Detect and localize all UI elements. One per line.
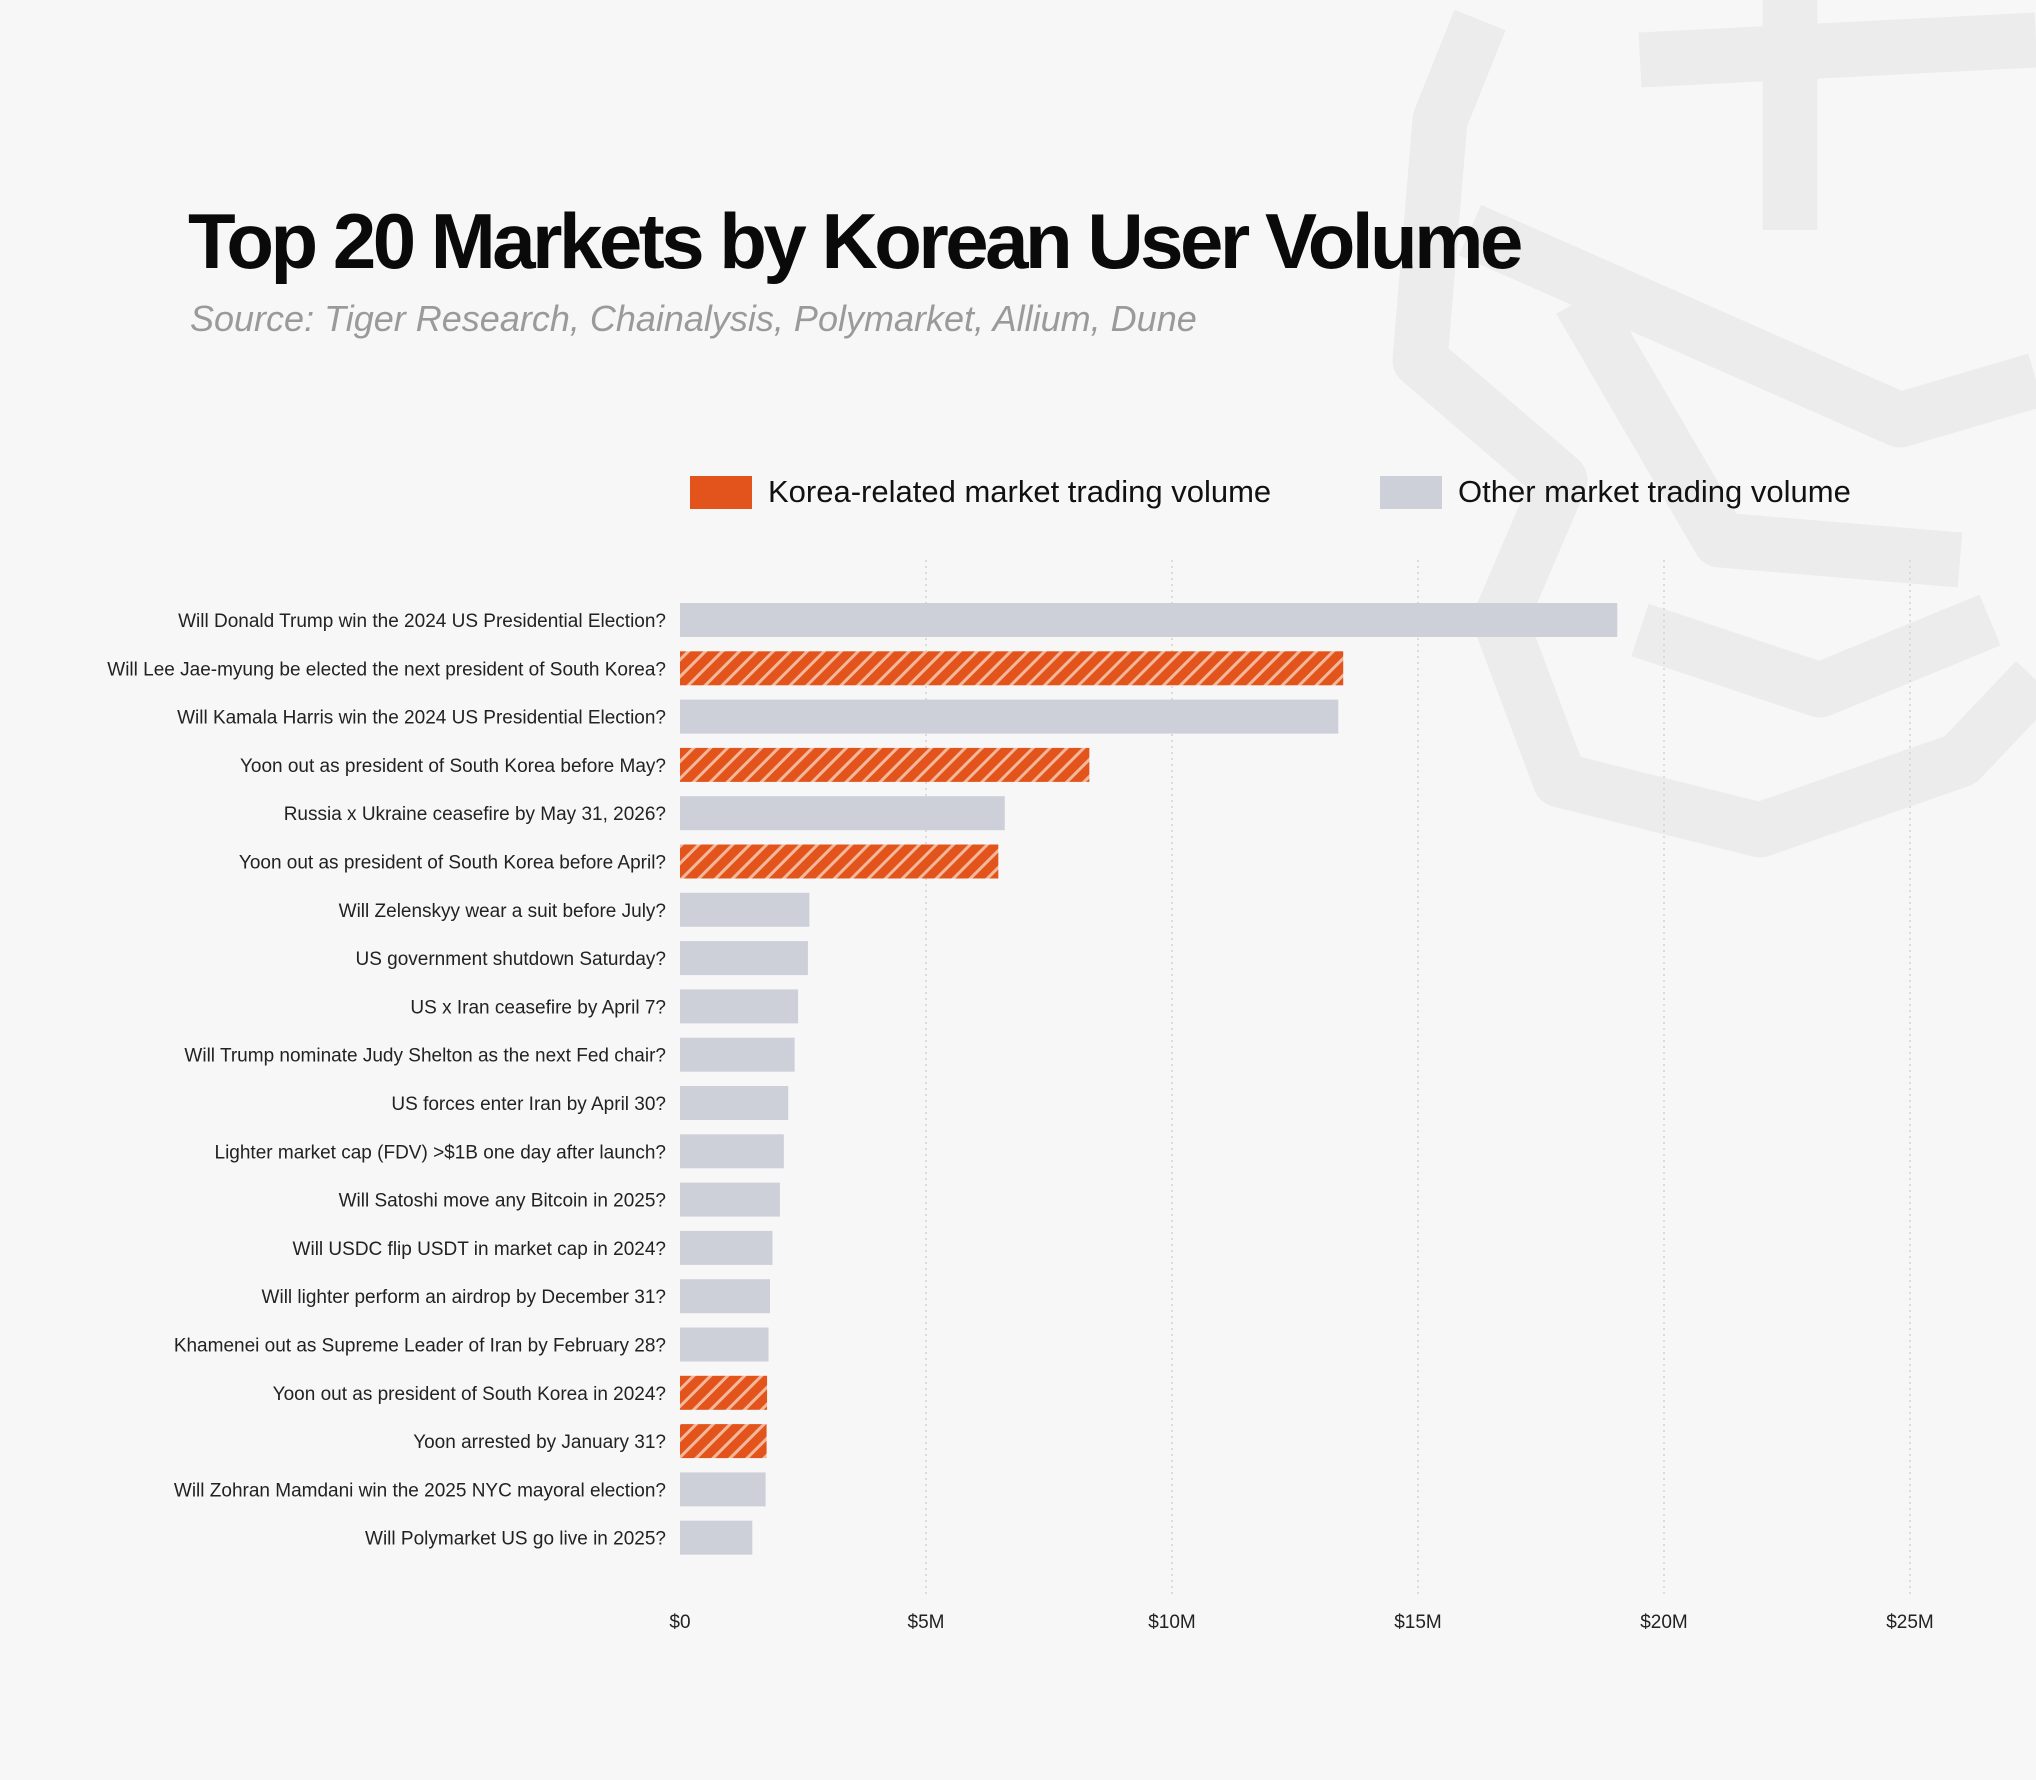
category-label: Will Donald Trump win the 2024 US Presid… (178, 611, 666, 632)
bar-korea-related (680, 747, 1090, 782)
legend-item-other: Other market trading volume (1380, 474, 1851, 510)
bar-other (680, 796, 1005, 831)
bar-other (680, 1086, 789, 1120)
legend-swatch-korea (690, 475, 752, 509)
x-tick-label: $20M (1640, 1612, 1688, 1633)
category-label: Will Kamala Harris win the 2024 US Presi… (177, 708, 666, 729)
bar-other (680, 1279, 771, 1314)
category-label: Yoon out as president of South Korea bef… (239, 853, 666, 874)
legend-item-korea: Korea-related market trading volume (690, 474, 1271, 510)
legend-label-other: Other market trading volume (1458, 474, 1851, 509)
category-label: Lighter market cap (FDV) >$1B one day af… (215, 1142, 667, 1163)
chart-subtitle: Source: Tiger Research, Chainalysis, Pol… (190, 298, 1197, 339)
category-label: Will Trump nominate Judy Shelton as the … (184, 1046, 666, 1067)
bar-other (680, 1134, 784, 1169)
bar-korea-related (680, 844, 999, 879)
legend-label-korea: Korea-related market trading volume (768, 474, 1272, 509)
category-label: Khamenei out as Supreme Leader of Iran b… (174, 1336, 666, 1357)
category-label: Yoon out as president of South Korea in … (273, 1384, 666, 1405)
bar-other (680, 1230, 773, 1265)
category-label: US forces enter Iran by April 30? (391, 1094, 666, 1115)
bar-other (680, 1182, 780, 1217)
category-label: Yoon arrested by January 31? (413, 1432, 666, 1453)
bar-korea-related (680, 1375, 768, 1410)
bar-other (680, 892, 810, 927)
x-tick-label: $0 (669, 1612, 690, 1633)
bar-other (680, 603, 1618, 637)
category-label: Will Zelenskyy wear a suit before July? (339, 901, 666, 922)
x-tick-label: $10M (1148, 1612, 1196, 1633)
category-label: Will Polymarket US go live in 2025? (365, 1529, 666, 1550)
chart-title: Top 20 Markets by Korean User Volume (188, 197, 1523, 285)
category-label: US x Iran ceasefire by April 7? (410, 997, 666, 1018)
x-tick-label: $25M (1886, 1612, 1934, 1633)
bar-chart: $0 $5M $10M $15M $20M $25M Will Donald Trump w… (107, 560, 1934, 1633)
category-label: Will Satoshi move any Bitcoin in 2025? (339, 1191, 666, 1212)
category-label: Will lighter perform an airdrop by Decem… (262, 1287, 666, 1308)
bar-other (680, 1472, 766, 1507)
legend-swatch-other (1380, 475, 1442, 509)
category-label: Will Zohran Mamdani win the 2025 NYC may… (174, 1480, 666, 1501)
bar-other (680, 699, 1339, 734)
category-label: Russia x Ukraine ceasefire by May 31, 20… (284, 804, 666, 825)
category-label: Yoon out as president of South Korea bef… (240, 756, 666, 777)
bar-korea-related (680, 1424, 767, 1459)
category-label: Will USDC flip USDT in market cap in 202… (293, 1239, 666, 1260)
bar-korea-related (680, 651, 1344, 686)
bar-other (680, 1520, 753, 1555)
bar-other (680, 1037, 795, 1072)
bar-other (680, 941, 808, 976)
x-tick-label: $5M (908, 1612, 945, 1633)
x-tick-label: $15M (1394, 1612, 1442, 1633)
bar-other (680, 989, 799, 1024)
bar-other (680, 1327, 769, 1362)
category-label: Will Lee Jae-myung be elected the next p… (107, 659, 666, 680)
category-label: US government shutdown Saturday? (355, 949, 666, 970)
